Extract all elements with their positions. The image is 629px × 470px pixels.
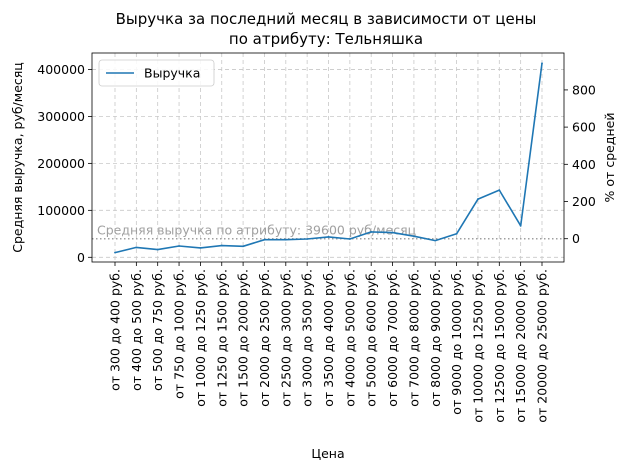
x-tick-label: от 400 до 500 руб. <box>129 269 144 391</box>
x-axis-label: Цена <box>311 446 344 461</box>
x-tick-label: от 7000 до 8000 руб. <box>406 269 421 407</box>
data-point <box>156 248 159 251</box>
y-tick-label: 0 <box>77 250 85 265</box>
y-axis-right-label: % от средней <box>602 113 617 203</box>
x-tick-label: от 1250 до 1500 руб. <box>214 269 229 407</box>
legend-label: Выручка <box>144 66 200 81</box>
x-tick-label: от 1000 до 1250 руб. <box>193 269 208 407</box>
data-point <box>498 189 501 192</box>
data-point <box>413 235 415 238</box>
data-point <box>327 235 330 238</box>
average-line-group: Средняя выручка по атрибуту: 39600 руб/м… <box>92 223 564 240</box>
y-right-tick-label: 0 <box>572 231 580 246</box>
x-tick-label: от 2000 до 2500 руб. <box>257 269 272 407</box>
y-axis-right: 0 200 400 600 800 <box>564 82 596 246</box>
y-tick-label: 300000 <box>37 109 85 124</box>
x-tick-label: от 6000 до 7000 руб. <box>385 269 400 407</box>
x-tick-label: от 4000 до 5000 руб. <box>342 269 357 407</box>
data-point <box>178 245 180 247</box>
x-tick-label: от 2500 до 3000 руб. <box>278 269 293 407</box>
x-tick-label: от 750 до 1000 руб. <box>172 269 187 399</box>
x-tick-label: от 10000 до 12500 руб. <box>470 269 485 423</box>
data-point <box>114 251 116 254</box>
data-point <box>348 238 351 240</box>
y-axis-left: 0 100000 200000 300000 400000 <box>37 62 92 265</box>
x-tick-label: от 20000 до 25000 руб. <box>535 269 550 423</box>
data-point <box>284 238 287 241</box>
series-layer <box>114 62 543 254</box>
y-tick-label: 400000 <box>37 62 85 77</box>
y-tick-label: 200000 <box>37 156 85 171</box>
legend-box <box>98 59 215 87</box>
data-point <box>519 224 522 227</box>
grid <box>92 53 564 262</box>
data-point <box>199 247 202 249</box>
plot-frame <box>91 52 565 263</box>
x-tick-label: от 3500 до 4000 руб. <box>321 269 336 407</box>
data-point <box>434 239 437 242</box>
data-point <box>242 245 245 248</box>
x-tick-label: от 3000 до 3500 руб. <box>300 269 315 407</box>
x-tick-label: от 12500 до 15000 руб. <box>492 269 507 423</box>
y-right-tick-label: 600 <box>572 120 596 135</box>
data-point <box>370 231 373 233</box>
x-tick-label: от 300 до 400 руб. <box>108 269 123 391</box>
x-tick-label: от 8000 до 9000 руб. <box>428 269 443 407</box>
data-point <box>135 246 138 249</box>
x-tick-label: от 1500 до 2000 руб. <box>236 269 251 407</box>
legend: Выручка <box>98 59 215 87</box>
y-axis-label: Средняя выручка, руб/месяц <box>10 62 25 253</box>
data-point <box>455 232 458 235</box>
x-tick-label: от 15000 до 20000 руб. <box>513 269 528 423</box>
x-tick-label: от 9000 до 10000 руб. <box>449 269 464 415</box>
chart-title-line2: по атрибуту: Тельняшка <box>229 30 423 48</box>
y-tick-label: 100000 <box>37 203 85 218</box>
average-label: Средняя выручка по атрибуту: 39600 руб/м… <box>97 223 416 238</box>
data-point <box>541 62 543 65</box>
y-right-tick-label: 400 <box>572 157 596 172</box>
x-tick-label: от 5000 до 6000 руб. <box>364 269 379 407</box>
y-right-tick-label: 800 <box>572 82 596 97</box>
y-right-tick-label: 200 <box>572 194 596 209</box>
data-point <box>220 244 223 247</box>
x-tick-label: от 500 до 750 руб. <box>150 269 165 391</box>
chart-title-line1: Выручка за последний месяц в зависимости… <box>116 10 537 28</box>
data-point <box>477 198 479 200</box>
x-axis: от 300 до 400 руб. от 400 до 500 руб. от 5… <box>108 262 550 423</box>
data-point <box>263 238 266 241</box>
data-point <box>391 231 394 234</box>
data-point <box>306 238 309 240</box>
